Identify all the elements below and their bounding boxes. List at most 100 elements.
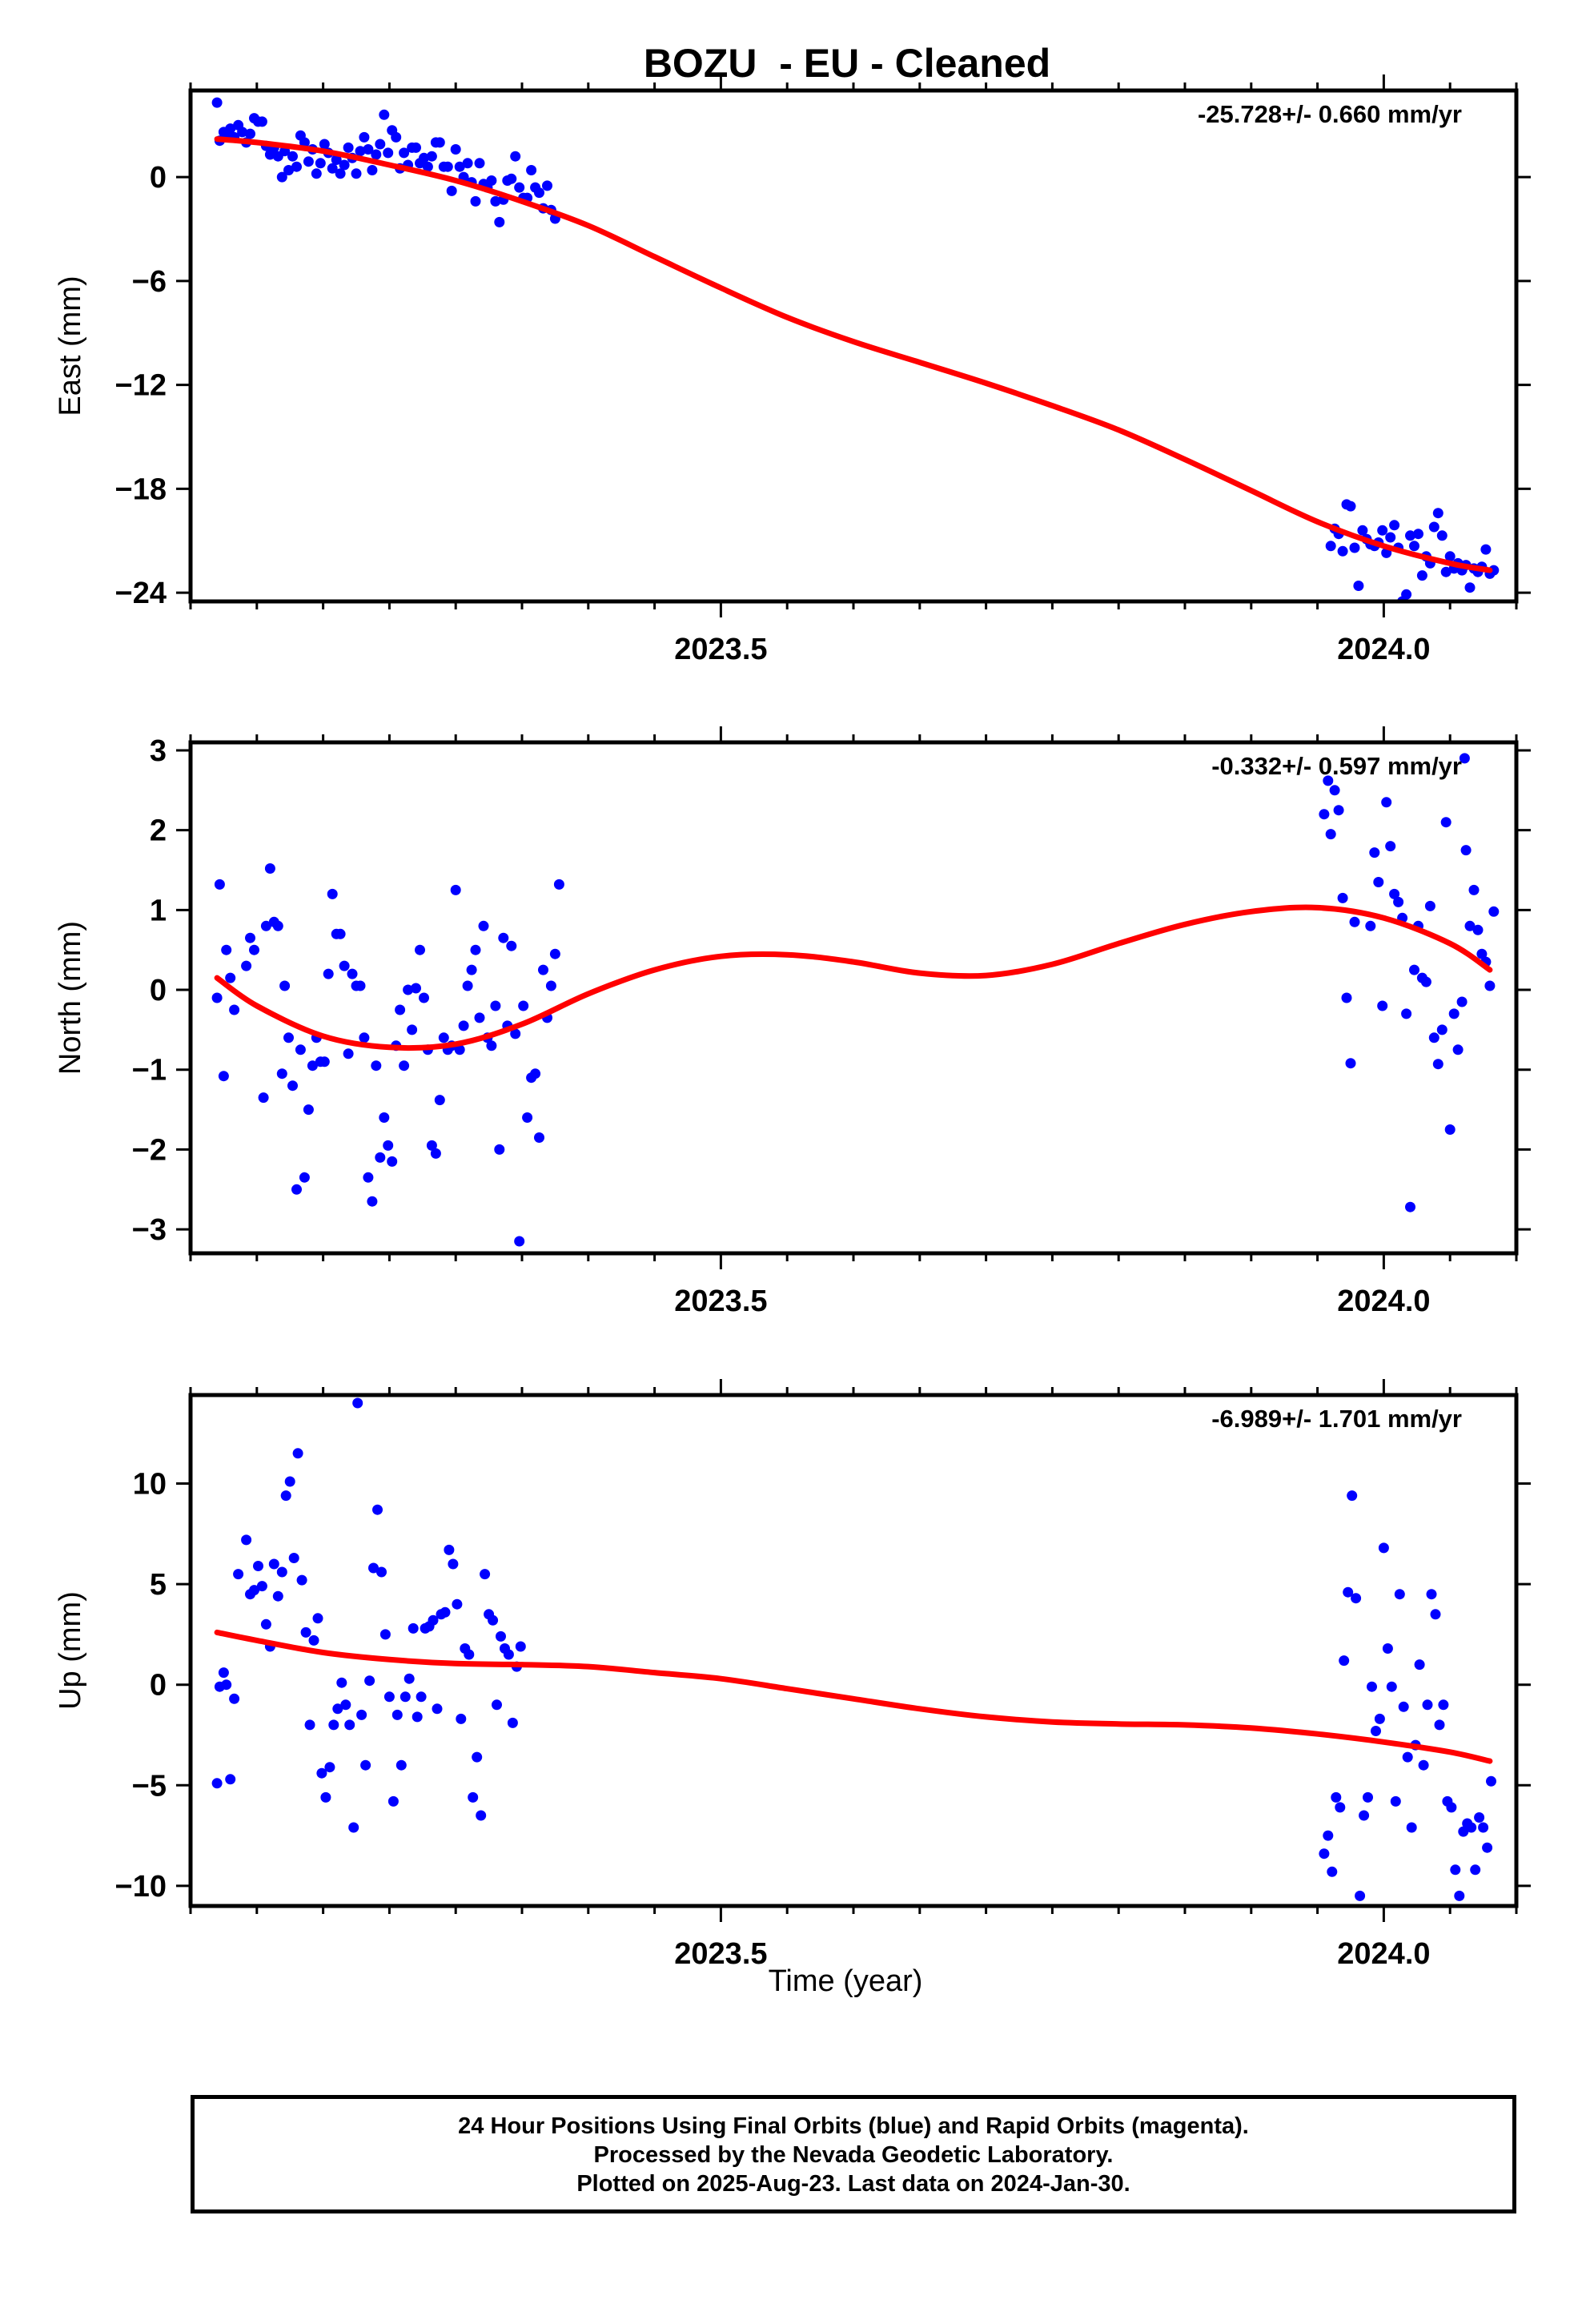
data-point	[1351, 1593, 1362, 1604]
data-point	[1440, 817, 1452, 828]
data-point	[510, 151, 521, 162]
data-point	[1381, 797, 1392, 808]
data-point	[474, 158, 485, 169]
data-point	[411, 142, 421, 153]
data-point	[1482, 1842, 1493, 1853]
data-point	[422, 161, 433, 172]
data-point	[375, 139, 386, 150]
data-point	[379, 109, 390, 120]
y-tick-label: 0	[150, 974, 167, 1007]
data-point	[272, 920, 283, 931]
data-point	[283, 1032, 294, 1043]
y-tick-label: 3	[150, 734, 167, 768]
data-point	[446, 185, 457, 196]
data-point	[308, 1634, 319, 1646]
data-point	[1488, 565, 1500, 576]
data-point	[214, 879, 225, 890]
data-point	[1486, 1775, 1496, 1787]
data-point	[490, 195, 501, 207]
data-point	[1319, 809, 1330, 820]
data-point	[1359, 1810, 1370, 1821]
data-point	[1424, 900, 1435, 911]
data-point	[291, 161, 302, 172]
data-point	[416, 1691, 427, 1703]
data-point	[1460, 845, 1472, 856]
data-point	[444, 1544, 455, 1555]
data-point	[395, 1004, 406, 1015]
data-point	[462, 980, 473, 991]
data-point	[291, 1184, 302, 1195]
data-point	[400, 1691, 411, 1703]
data-point	[522, 1112, 533, 1123]
data-point	[292, 1448, 303, 1459]
data-point	[1454, 1890, 1465, 1901]
rate-label: -25.728+/- 0.660 mm/yr	[1198, 100, 1462, 128]
data-point	[1341, 992, 1352, 1003]
data-point	[312, 1613, 323, 1624]
data-point	[542, 180, 552, 191]
data-point	[1405, 1201, 1415, 1212]
data-point	[340, 1699, 351, 1711]
data-point	[1426, 1589, 1437, 1600]
data-point	[256, 116, 267, 127]
data-point	[1377, 1000, 1388, 1011]
y-tick-label: 10	[133, 1468, 167, 1502]
footer-line: Processed by the Nevada Geodetic Laborat…	[593, 2142, 1114, 2168]
data-point	[363, 144, 374, 155]
data-point	[1458, 1826, 1469, 1837]
data-point	[299, 137, 310, 148]
data-point	[534, 1132, 544, 1143]
data-point	[549, 948, 560, 959]
data-point	[1331, 1791, 1342, 1803]
data-point	[258, 1092, 269, 1104]
data-point	[327, 163, 338, 174]
data-point	[1394, 1589, 1405, 1600]
data-point	[348, 1822, 359, 1833]
data-point	[452, 1598, 463, 1610]
data-point	[404, 1673, 415, 1684]
data-point	[411, 983, 421, 994]
data-point	[351, 168, 362, 179]
data-point	[468, 1791, 479, 1803]
footer-line: Plotted on 2025-Aug-23. Last data on 202…	[576, 2171, 1130, 2197]
data-point	[1327, 1866, 1338, 1877]
data-point	[434, 1095, 445, 1106]
data-point	[470, 944, 481, 955]
data-point	[454, 161, 465, 172]
data-point	[211, 97, 223, 108]
data-point	[1374, 1713, 1385, 1724]
data-point	[303, 1104, 314, 1116]
data-point	[426, 151, 437, 162]
data-point	[399, 147, 410, 159]
data-point	[1436, 1024, 1447, 1035]
data-point	[408, 1622, 419, 1634]
fit-line	[214, 904, 1493, 1051]
data-point	[320, 1791, 331, 1803]
data-point	[1323, 1830, 1334, 1841]
data-point	[343, 1048, 354, 1059]
data-point	[347, 968, 358, 979]
data-point	[434, 137, 445, 148]
data-point	[466, 964, 477, 975]
data-point	[474, 1012, 485, 1023]
y-tick-label: −10	[115, 1870, 167, 1904]
data-point	[391, 1709, 403, 1720]
data-point	[1385, 532, 1396, 543]
data-point	[225, 123, 236, 135]
y-axis-label: Up (mm)	[54, 1591, 87, 1710]
data-point	[534, 187, 544, 199]
data-point	[1373, 877, 1384, 887]
data-point	[1464, 582, 1476, 593]
y-tick-label: −1	[132, 1054, 167, 1088]
data-point	[1446, 1802, 1457, 1813]
data-point	[470, 195, 481, 207]
data-point	[478, 920, 489, 931]
data-point	[506, 940, 517, 951]
data-point	[343, 142, 354, 153]
data-point	[1319, 1848, 1330, 1860]
data-point	[283, 165, 294, 175]
data-point	[387, 1795, 399, 1807]
data-point	[1353, 581, 1364, 591]
data-point	[1420, 976, 1431, 987]
data-point	[1357, 525, 1368, 536]
